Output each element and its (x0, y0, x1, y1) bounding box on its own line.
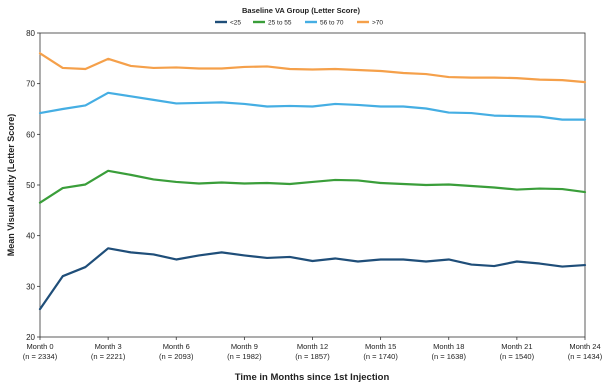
y-tick-label: 50 (26, 181, 35, 190)
series-line-1 (38, 169, 587, 204)
y-tick-label: 80 (26, 29, 35, 38)
y-tick-label: 40 (26, 232, 35, 241)
x-tick-label: Month 15 (365, 342, 396, 351)
x-tick-sublabel: (n = 1434) (568, 352, 602, 361)
legend-label: >70 (372, 20, 383, 27)
y-axis: 20 30 40 50 60 70 80 (26, 29, 40, 342)
x-tick-sublabel: (n = 1638) (432, 352, 467, 361)
x-tick-label: Month 9 (231, 342, 258, 351)
y-tick-label: 20 (26, 333, 35, 342)
x-tick-label: Month 18 (433, 342, 464, 351)
legend-title: Baseline VA Group (Letter Score) (242, 6, 360, 15)
series-line-3 (38, 52, 587, 84)
x-tick-label: Month 24 (569, 342, 600, 351)
x-tick-label: Month 6 (163, 342, 190, 351)
y-tick-label: 30 (26, 282, 35, 291)
x-tick-sublabel: (n = 1857) (295, 352, 330, 361)
x-tick-label: Month 0 (26, 342, 53, 351)
legend-label: 56 to 70 (320, 20, 344, 27)
x-axis-title: Time in Months since 1st Injection (235, 372, 390, 383)
series-line-0 (38, 247, 587, 311)
y-axis-title: Mean Visual Acuity (Letter Score) (6, 114, 16, 257)
x-tick-sublabel: (n = 2093) (159, 352, 194, 361)
series-line-2 (38, 91, 587, 121)
legend: Baseline VA Group (Letter Score) <25 25 t… (215, 6, 383, 27)
y-tick-label: 60 (26, 130, 35, 139)
x-tick-sublabel: (n = 2334) (23, 352, 58, 361)
x-tick-sublabel: (n = 1740) (363, 352, 398, 361)
legend-label: 25 to 55 (268, 20, 292, 27)
x-tick-label: Month 3 (95, 342, 122, 351)
x-tick-sublabel: (n = 1982) (227, 352, 262, 361)
x-tick-label: Month 12 (297, 342, 328, 351)
y-tick-label: 70 (26, 80, 35, 89)
series-lines (38, 52, 587, 311)
x-tick-sublabel: (n = 2221) (91, 352, 126, 361)
legend-items: <25 25 to 55 56 to 70 >70 (215, 20, 383, 27)
legend-label: <25 (230, 20, 241, 27)
x-tick-label: Month 21 (501, 342, 532, 351)
x-axis: Month 0(n = 2334) Month 3(n = 2221) Month … (23, 337, 602, 361)
x-tick-sublabel: (n = 1540) (500, 352, 535, 361)
